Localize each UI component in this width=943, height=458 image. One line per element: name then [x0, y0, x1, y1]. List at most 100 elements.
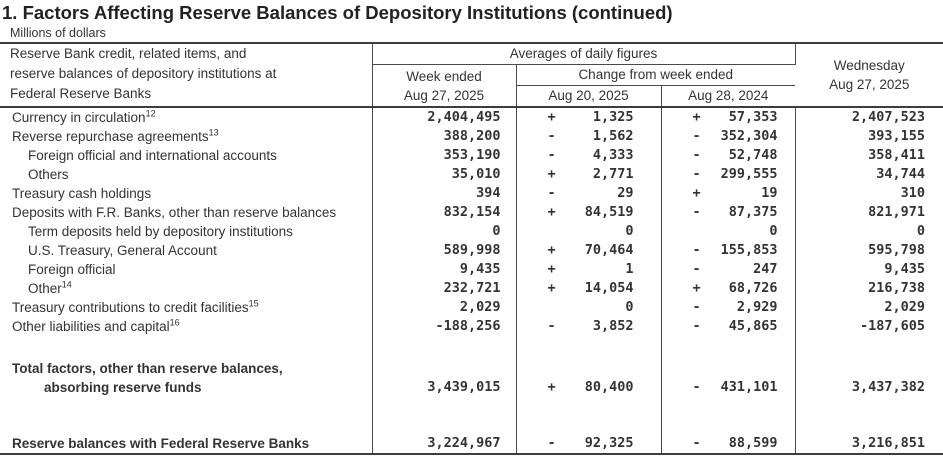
value-cell: -1,562: [516, 127, 661, 146]
value-cell: +14,054: [516, 279, 661, 298]
value-cell: 353,190: [372, 146, 516, 165]
cell-value: 9,435: [884, 261, 925, 277]
cell-value: 3,216,851: [852, 435, 925, 451]
value-cell: 310: [795, 184, 943, 203]
footnote-ref: 15: [249, 299, 259, 309]
value-cell: - 299,555: [661, 165, 795, 184]
value-cell: 3,437,382: [795, 359, 943, 397]
cell-value: 352,304: [721, 128, 778, 144]
value-cell: -188,256: [372, 317, 516, 336]
table-row: Deposits with F.R. Banks, other than res…: [0, 203, 943, 222]
change-sign: -: [548, 434, 556, 453]
change-sign: -: [693, 203, 701, 222]
cell-value: 394: [476, 185, 500, 201]
spacer-cell: [661, 336, 795, 359]
value-cell: 35,010: [372, 165, 516, 184]
row-label: Other liabilities and capital16: [0, 317, 372, 336]
table-header: Reserve Bank credit, related items, and …: [0, 43, 943, 107]
cell-value: 3,224,967: [427, 435, 500, 451]
cell-value: 2,771: [593, 166, 634, 182]
row-label: Deposits with F.R. Banks, other than res…: [0, 203, 372, 222]
stub-line-1: Reserve Bank credit, related items, and: [10, 44, 372, 64]
cell-value: 84,519: [585, 204, 634, 220]
change-sign: -: [693, 298, 701, 317]
value-cell: 0: [661, 222, 795, 241]
cell-value: 299,555: [721, 166, 778, 182]
spacer-cell: [0, 336, 372, 359]
change-sign: +: [548, 260, 556, 279]
value-cell: -155,853: [661, 241, 795, 260]
value-cell: 358,411: [795, 146, 943, 165]
value-cell: 0: [372, 222, 516, 241]
value-cell: 3,439,015: [372, 359, 516, 397]
col-header-week-ended: Week ended Aug 27, 2025: [372, 65, 516, 108]
value-cell: - 92,325: [516, 434, 661, 454]
cell-value: 3,852: [593, 318, 634, 334]
change-sign: +: [548, 203, 556, 222]
cell-value: 3,437,382: [852, 379, 925, 395]
value-cell: 9,435: [795, 260, 943, 279]
cell-value: 3,439,015: [427, 379, 500, 395]
cell-value: 1: [625, 261, 633, 277]
value-cell: -52,748: [661, 146, 795, 165]
value-cell: 0: [795, 222, 943, 241]
value-cell: +1,325: [516, 107, 661, 127]
cell-value: 19: [761, 185, 777, 201]
value-cell: 595,798: [795, 241, 943, 260]
row-label: Treasury cash holdings: [0, 184, 372, 203]
change-sign: -: [693, 241, 701, 260]
cell-value: 0: [625, 223, 633, 239]
row-label: Currency in circulation12: [0, 107, 372, 127]
units-note: Millions of dollars: [10, 26, 943, 40]
value-cell: 2,407,523: [795, 107, 943, 127]
change-sign: +: [693, 184, 701, 203]
value-cell: +19: [661, 184, 795, 203]
cell-value: 358,411: [868, 147, 925, 163]
value-cell: +57,353: [661, 107, 795, 127]
cell-value: 393,155: [868, 128, 925, 144]
cell-value: 57,353: [729, 109, 778, 125]
value-cell: 393,155: [795, 127, 943, 146]
value-cell: 216,738: [795, 279, 943, 298]
cell-value: 232,721: [444, 280, 501, 296]
cell-value: 9,435: [460, 261, 501, 277]
cell-value: 80,400: [585, 379, 634, 395]
cell-value: 87,375: [729, 204, 778, 220]
col-group-averages: Averages of daily figures: [372, 43, 795, 65]
value-cell: 2,029: [795, 298, 943, 317]
spacer-cell: [0, 397, 372, 434]
row-label: Term deposits held by depository institu…: [0, 222, 372, 241]
table-row: Foreign official and international accou…: [0, 146, 943, 165]
cell-value: 92,325: [585, 435, 634, 451]
factors-table: Reserve Bank credit, related items, and …: [0, 42, 943, 455]
value-cell: -88,599: [661, 434, 795, 454]
change-sign: -: [548, 184, 556, 203]
cell-value: 1,562: [593, 128, 634, 144]
value-cell: - 87,375: [661, 203, 795, 222]
spacer-cell: [795, 336, 943, 359]
cell-value: 431,101: [721, 379, 778, 395]
cell-value: 388,200: [444, 128, 501, 144]
table-row: Other liabilities and capital16-188,256-…: [0, 317, 943, 336]
value-cell: 832,154: [372, 203, 516, 222]
col-header-change-aug28: Aug 28, 2024: [661, 86, 795, 108]
cell-value: 2,029: [884, 299, 925, 315]
spacer-cell: [661, 397, 795, 434]
cell-value: 4,333: [593, 147, 634, 163]
spacer-cell: [516, 336, 661, 359]
change-sign: +: [548, 378, 556, 397]
change-sign: -: [693, 165, 701, 184]
change-sign: -: [693, 260, 701, 279]
cell-value: 2,029: [460, 299, 501, 315]
spacer-cell: [516, 397, 661, 434]
cell-value: 68,726: [729, 280, 778, 296]
value-cell: 0: [516, 298, 661, 317]
cell-value: 29: [617, 185, 633, 201]
value-cell: 3,224,967: [372, 434, 516, 454]
